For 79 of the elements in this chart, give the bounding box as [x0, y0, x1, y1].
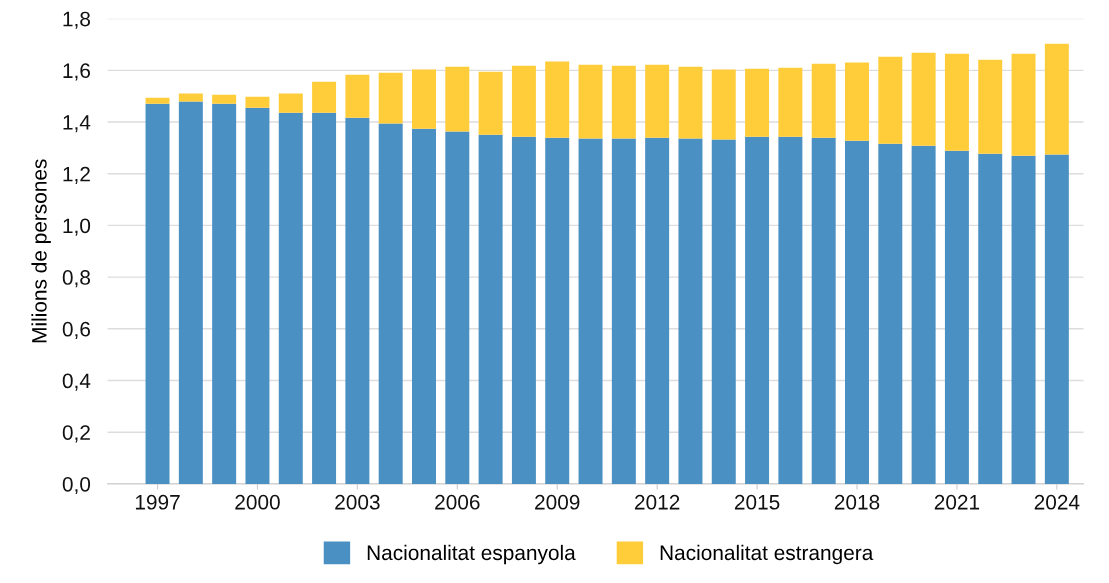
bar [545, 137, 570, 484]
x-tick-label: 2021 [934, 494, 980, 510]
bar [645, 137, 670, 484]
y-axis-title: Milions de persones [31, 159, 51, 343]
bar [944, 150, 969, 484]
bar [212, 94, 237, 104]
x-tick-label: 2000 [235, 494, 280, 510]
bar [1044, 43, 1069, 155]
bar [745, 68, 770, 137]
bar [345, 74, 370, 118]
bar [578, 64, 603, 139]
bar [412, 128, 436, 484]
x-tick-label: 2015 [734, 494, 780, 510]
bar [745, 136, 770, 484]
bar [878, 56, 903, 144]
bar [645, 64, 670, 138]
y-tick-label: 1,4 [63, 115, 91, 133]
x-tick-label: 2024 [1034, 494, 1080, 510]
bar [878, 143, 903, 484]
bar [578, 138, 603, 484]
bar [611, 138, 636, 484]
bar [412, 69, 436, 129]
y-tick-label: 0,4 [62, 373, 91, 391]
bar [445, 66, 470, 132]
x-tick-label: 2018 [834, 494, 880, 510]
bar [711, 69, 736, 140]
bar [378, 72, 403, 124]
x-tick-label: 2003 [335, 494, 380, 510]
bar [145, 97, 170, 104]
bar [1011, 53, 1036, 156]
legend-label: Nacionalitat espanyola [367, 544, 576, 565]
bar [445, 131, 470, 484]
bar [212, 103, 237, 484]
bar [312, 81, 337, 113]
bar [245, 107, 270, 484]
y-tick-label: 0,0 [62, 476, 91, 495]
bar [345, 117, 370, 484]
bar [278, 112, 303, 484]
x-tick-label: 2009 [535, 494, 580, 510]
bar [811, 137, 836, 484]
bar [611, 65, 636, 139]
bar [711, 139, 736, 484]
y-tick-label: 0,8 [62, 270, 90, 288]
bar [678, 138, 703, 484]
bar [911, 52, 936, 146]
bar [478, 71, 503, 135]
y-tick-label: 1,6 [63, 63, 90, 81]
bar [778, 136, 803, 484]
y-tick-label: 0,2 [62, 425, 90, 443]
bar [511, 65, 536, 137]
bar [845, 62, 869, 141]
bar [545, 61, 570, 138]
y-tick-label: 0,6 [62, 321, 90, 340]
y-tick-label: 1,8 [63, 11, 90, 29]
x-tick-label: 1997 [135, 494, 180, 510]
bar [278, 93, 303, 113]
bar [145, 103, 170, 484]
bar [312, 112, 337, 484]
bar [378, 123, 403, 484]
bar [778, 67, 803, 137]
bar [178, 101, 203, 484]
x-tick-label: 2006 [435, 494, 480, 510]
bar [245, 96, 270, 108]
bar [978, 153, 1003, 484]
y-tick-label: 1,2 [63, 166, 90, 184]
legend-label: Nacionalitat estrangera [660, 544, 874, 565]
bar [478, 134, 503, 484]
bar [811, 63, 836, 138]
bar [845, 140, 869, 484]
bar [1044, 154, 1069, 484]
y-tick-label: 1,0 [63, 218, 91, 236]
bar [944, 53, 969, 151]
bar [911, 145, 936, 484]
bar [511, 136, 536, 484]
bar [1011, 155, 1036, 484]
x-tick-label: 2012 [635, 494, 680, 510]
bar [178, 93, 203, 102]
bar [678, 66, 703, 139]
bar [978, 59, 1003, 154]
